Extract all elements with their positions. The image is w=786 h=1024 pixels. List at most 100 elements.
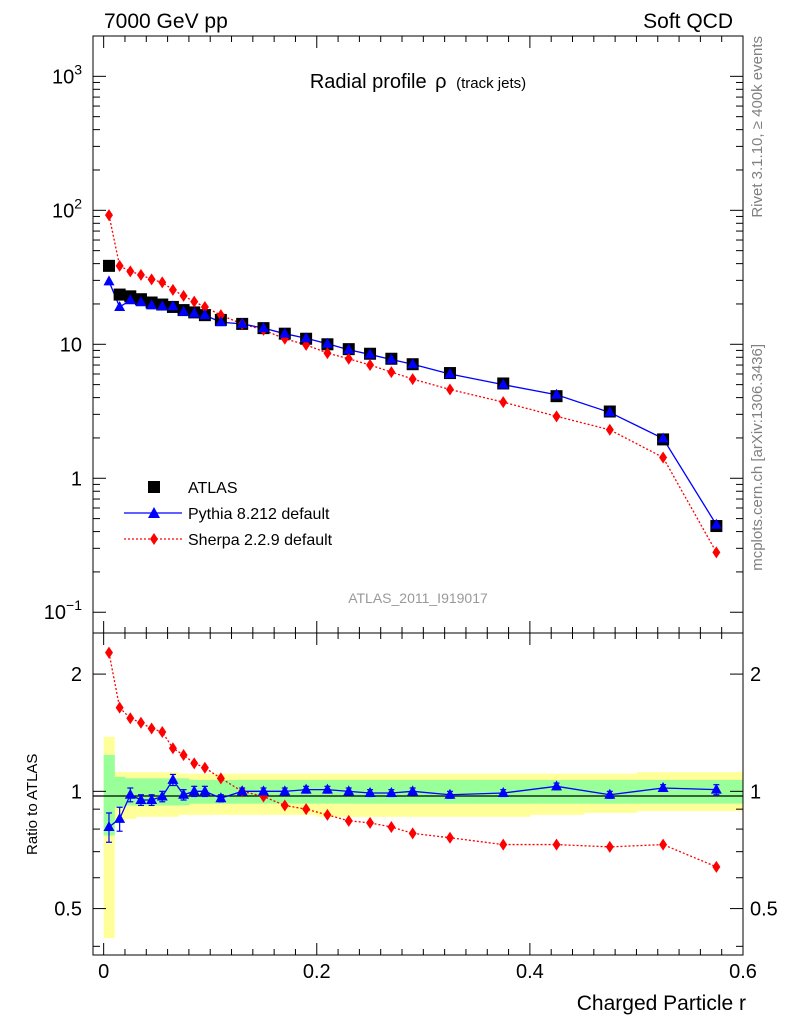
ratio-bands [103, 736, 744, 939]
sherpa-point [179, 289, 188, 302]
pythia-point [103, 275, 115, 286]
pythia-ratio-point [215, 792, 227, 803]
sherpa-ratio-point [136, 716, 145, 729]
pythia-ratio-point [188, 785, 200, 796]
pythia-point [188, 307, 200, 318]
category-label: Soft QCD [643, 10, 733, 33]
pythia-point [279, 327, 291, 338]
sherpa-point [387, 366, 396, 379]
pythia-point [497, 378, 509, 389]
pythia-ratio-point [710, 783, 722, 794]
pythia-point [364, 348, 376, 359]
legend-label-atlas: ATLAS [188, 480, 238, 497]
pythia-ratio-point [156, 790, 168, 801]
sherpa-ratio-point [200, 761, 209, 774]
main-y-tick-labels: 10−1 1 10 102 103 [44, 61, 82, 624]
pythia-ratio-point [114, 812, 126, 823]
x-tick-label: 0.2 [303, 961, 331, 983]
pythia-point [236, 317, 248, 328]
rivet-version-text: Rivet 3.1.10, ≥ 400k events [749, 36, 766, 218]
main-y-tick-label: 102 [52, 195, 82, 222]
sherpa-point [200, 300, 209, 313]
x-tick-label: 0.4 [516, 961, 544, 983]
sherpa-ratio-point [115, 701, 124, 714]
sherpa-point [115, 259, 124, 272]
sherpa-ratio-point [605, 840, 614, 853]
sherpa-point [605, 423, 614, 436]
sherpa-point [216, 309, 225, 322]
sherpa-ratio-point [302, 803, 311, 816]
ratio-panel: 0.5 0.5 1 1 2 2 0 0.2 0.4 0.6 Ratio to ATLAS Char… [24, 632, 778, 1015]
stat-uncertainty-band [529, 779, 584, 804]
pythia-ratio-point [444, 788, 456, 799]
pythia-point [343, 343, 355, 354]
main-y-tick-label: 10 [60, 334, 82, 356]
sherpa-ratio-point [280, 799, 289, 812]
pythia-ratio-point [279, 785, 291, 796]
source-text: mcplots.cern.ch [arXiv:1306.3436] [749, 344, 766, 571]
pythia-ratio-point [343, 785, 355, 796]
pythia-ratio-point [407, 785, 419, 796]
pythia-ratio-point [146, 794, 158, 805]
pythia-point [551, 388, 563, 399]
sherpa-ratio-point [158, 726, 167, 739]
analysis-tag: ATLAS_2011_I919017 [348, 590, 488, 606]
pythia-ratio-point [135, 794, 147, 805]
sherpa-point [552, 410, 561, 423]
sherpa-point [712, 546, 721, 559]
x-axis-label: Charged Particle r [577, 992, 746, 1015]
sherpa-point [659, 451, 668, 464]
stat-uncertainty-band [135, 778, 147, 806]
main-y-tick-label: 1 [71, 468, 82, 490]
pythia-point [146, 299, 158, 310]
main-chart-marks [102, 209, 723, 559]
ratio-y-tick-label-right: 1 [750, 781, 761, 803]
stat-uncertainty-band [210, 779, 233, 804]
legend-marker-atlas [148, 481, 160, 493]
pythia-ratio-point [497, 787, 509, 798]
sherpa-ratio-point [147, 722, 156, 735]
sherpa-ratio-point [445, 831, 454, 844]
sherpa-ratio-point [552, 838, 561, 851]
sherpa-point [147, 273, 156, 286]
pythia-ratio-point [257, 785, 269, 796]
stat-uncertainty-band [167, 778, 179, 806]
main-y-tick-label: 10−1 [44, 597, 82, 624]
pythia-point [124, 294, 136, 305]
sherpa-ratio-point [104, 646, 113, 659]
sherpa-ratio-point [190, 757, 199, 770]
pythia-ratio-point [657, 781, 669, 792]
sherpa-ratio-point [179, 748, 188, 761]
pythia-point [444, 368, 456, 379]
sherpa-point [136, 268, 145, 281]
pythia-ratio-point [124, 788, 136, 799]
sherpa-point [408, 373, 417, 386]
pythia-point [156, 300, 168, 311]
legend-label-pythia: Pythia 8.212 default [188, 506, 330, 523]
pythia-point [178, 305, 190, 316]
pythia-ratio-point [551, 780, 563, 791]
pythia-point [114, 300, 126, 311]
sherpa-ratio-point [344, 814, 353, 827]
pythia-ratio-point [178, 788, 190, 799]
pythia-ratio-point [321, 783, 333, 794]
pythia-point [199, 309, 211, 320]
ratio-y-tick-label-left: 1 [71, 781, 82, 803]
sherpa-ratio-point [323, 808, 332, 821]
pythia-point [385, 353, 397, 364]
pythia-ratio-point [236, 785, 248, 796]
pythia-point [300, 332, 312, 343]
ratio-y-tick-label-right: 0.5 [750, 899, 778, 921]
legend-label-sherpa: Sherpa 2.2.9 default [188, 532, 333, 549]
chart-title-symbol: ρ [435, 71, 446, 93]
pythia-point [135, 296, 147, 307]
x-tick-label: 0 [98, 961, 109, 983]
stat-uncertainty-band [103, 754, 115, 836]
pythia-point [215, 316, 227, 327]
pythia-ratio-point [199, 785, 211, 796]
pythia-point [657, 432, 669, 443]
pythia-point [407, 358, 419, 369]
sherpa-ratio-point [126, 712, 135, 725]
ratio-chart-marks [103, 646, 722, 873]
